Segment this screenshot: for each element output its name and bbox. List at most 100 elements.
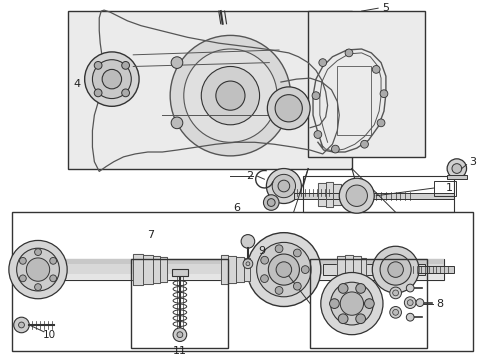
Circle shape xyxy=(257,242,311,297)
Circle shape xyxy=(361,140,368,148)
Circle shape xyxy=(50,257,56,264)
Bar xyxy=(68,11,352,168)
Bar xyxy=(131,259,228,348)
Circle shape xyxy=(278,180,290,192)
Circle shape xyxy=(380,90,388,98)
Bar xyxy=(308,11,425,157)
Circle shape xyxy=(122,89,129,97)
Circle shape xyxy=(314,131,322,138)
Circle shape xyxy=(241,235,255,248)
Circle shape xyxy=(338,314,348,324)
Bar xyxy=(172,269,188,276)
Text: 7: 7 xyxy=(147,230,154,240)
Polygon shape xyxy=(228,256,236,283)
Circle shape xyxy=(17,248,59,291)
Circle shape xyxy=(331,282,373,325)
Circle shape xyxy=(173,328,187,342)
Text: 10: 10 xyxy=(43,330,56,340)
Bar xyxy=(310,259,427,348)
Circle shape xyxy=(243,259,253,269)
Circle shape xyxy=(365,299,374,309)
Circle shape xyxy=(312,92,320,99)
Circle shape xyxy=(338,284,348,293)
Circle shape xyxy=(9,240,67,299)
Circle shape xyxy=(416,299,424,306)
Circle shape xyxy=(94,62,102,69)
Circle shape xyxy=(276,262,292,277)
Circle shape xyxy=(452,164,462,174)
Circle shape xyxy=(356,314,366,324)
Text: 9: 9 xyxy=(258,246,265,256)
Circle shape xyxy=(122,62,129,69)
Circle shape xyxy=(170,35,291,156)
Bar xyxy=(413,266,454,274)
Circle shape xyxy=(406,284,414,292)
Circle shape xyxy=(330,299,339,309)
Polygon shape xyxy=(333,184,341,206)
Circle shape xyxy=(294,249,301,257)
Circle shape xyxy=(94,89,102,97)
Polygon shape xyxy=(244,258,250,281)
Circle shape xyxy=(26,258,49,281)
Circle shape xyxy=(35,249,42,256)
Circle shape xyxy=(93,60,131,99)
Circle shape xyxy=(85,52,139,106)
Circle shape xyxy=(272,174,295,198)
Bar xyxy=(337,67,371,135)
Circle shape xyxy=(35,284,42,291)
Polygon shape xyxy=(353,256,361,283)
Circle shape xyxy=(356,284,366,293)
Bar xyxy=(36,259,444,280)
Bar xyxy=(435,181,456,196)
Circle shape xyxy=(184,49,277,142)
Circle shape xyxy=(171,57,183,68)
Circle shape xyxy=(345,49,353,57)
Polygon shape xyxy=(236,257,244,282)
Circle shape xyxy=(392,290,398,296)
Polygon shape xyxy=(361,258,367,281)
Polygon shape xyxy=(337,256,345,283)
Circle shape xyxy=(404,297,416,309)
Circle shape xyxy=(372,246,419,293)
Circle shape xyxy=(102,69,122,89)
Circle shape xyxy=(390,287,401,299)
Circle shape xyxy=(275,95,302,122)
Circle shape xyxy=(380,254,411,285)
Circle shape xyxy=(321,273,383,335)
Circle shape xyxy=(201,67,260,125)
Circle shape xyxy=(268,199,275,206)
Circle shape xyxy=(19,322,25,328)
Circle shape xyxy=(346,185,368,206)
Circle shape xyxy=(50,275,56,282)
Polygon shape xyxy=(143,255,153,284)
Bar xyxy=(36,259,444,264)
Circle shape xyxy=(275,245,283,253)
Circle shape xyxy=(407,300,413,306)
Polygon shape xyxy=(345,255,353,284)
Circle shape xyxy=(268,87,310,130)
Polygon shape xyxy=(326,182,333,207)
Circle shape xyxy=(275,287,283,294)
Circle shape xyxy=(264,195,279,210)
Circle shape xyxy=(447,159,466,178)
Polygon shape xyxy=(220,255,228,284)
Circle shape xyxy=(20,275,26,282)
Circle shape xyxy=(247,233,321,306)
Text: 2: 2 xyxy=(245,171,253,181)
Bar xyxy=(36,274,444,280)
Circle shape xyxy=(319,59,327,67)
Circle shape xyxy=(377,119,385,127)
Circle shape xyxy=(340,292,364,315)
Circle shape xyxy=(390,306,401,318)
Text: 6: 6 xyxy=(234,203,241,213)
Circle shape xyxy=(14,317,29,333)
Circle shape xyxy=(372,66,380,73)
Polygon shape xyxy=(160,257,167,282)
Bar xyxy=(447,175,466,179)
Circle shape xyxy=(171,117,183,129)
Circle shape xyxy=(332,145,339,153)
Bar xyxy=(323,264,425,275)
Polygon shape xyxy=(133,254,143,285)
Circle shape xyxy=(177,332,183,338)
Bar xyxy=(12,264,38,275)
